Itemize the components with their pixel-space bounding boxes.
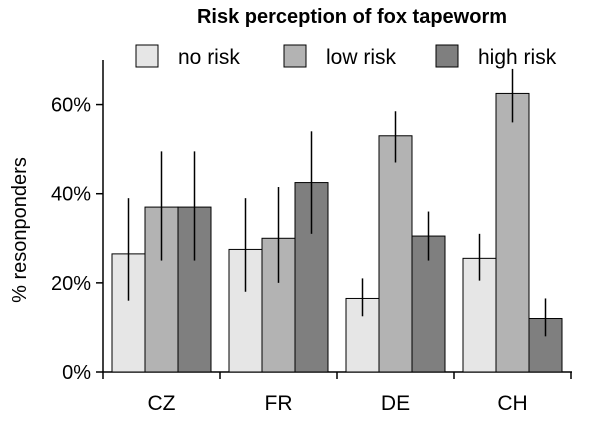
plot-area: 0% 20% 40% 60% CZ FR DE CH <box>51 60 572 415</box>
y-tick-label: 0% <box>62 362 91 384</box>
x-tick-label: DE <box>381 392 410 415</box>
y-tick-label: 40% <box>51 184 91 206</box>
x-tick-label: CZ <box>148 392 176 415</box>
legend-label: high risk <box>478 46 557 69</box>
legend-swatch <box>435 44 459 68</box>
y-tick-label: 60% <box>51 95 91 117</box>
legend-swatch <box>135 44 159 68</box>
y-axis-label: % resonponders <box>9 157 31 303</box>
chart-title: Risk perception of fox tapeworm <box>197 6 507 28</box>
legend-label: no risk <box>178 46 240 69</box>
bar <box>378 135 413 373</box>
legend: no risk low risk high risk <box>135 44 557 69</box>
legend-label: low risk <box>326 46 397 69</box>
x-tick-label: CH <box>497 392 527 415</box>
legend-swatch <box>283 44 307 68</box>
y-tick-label: 20% <box>51 273 91 295</box>
x-tick-label: FR <box>265 392 293 415</box>
bar <box>495 92 530 373</box>
